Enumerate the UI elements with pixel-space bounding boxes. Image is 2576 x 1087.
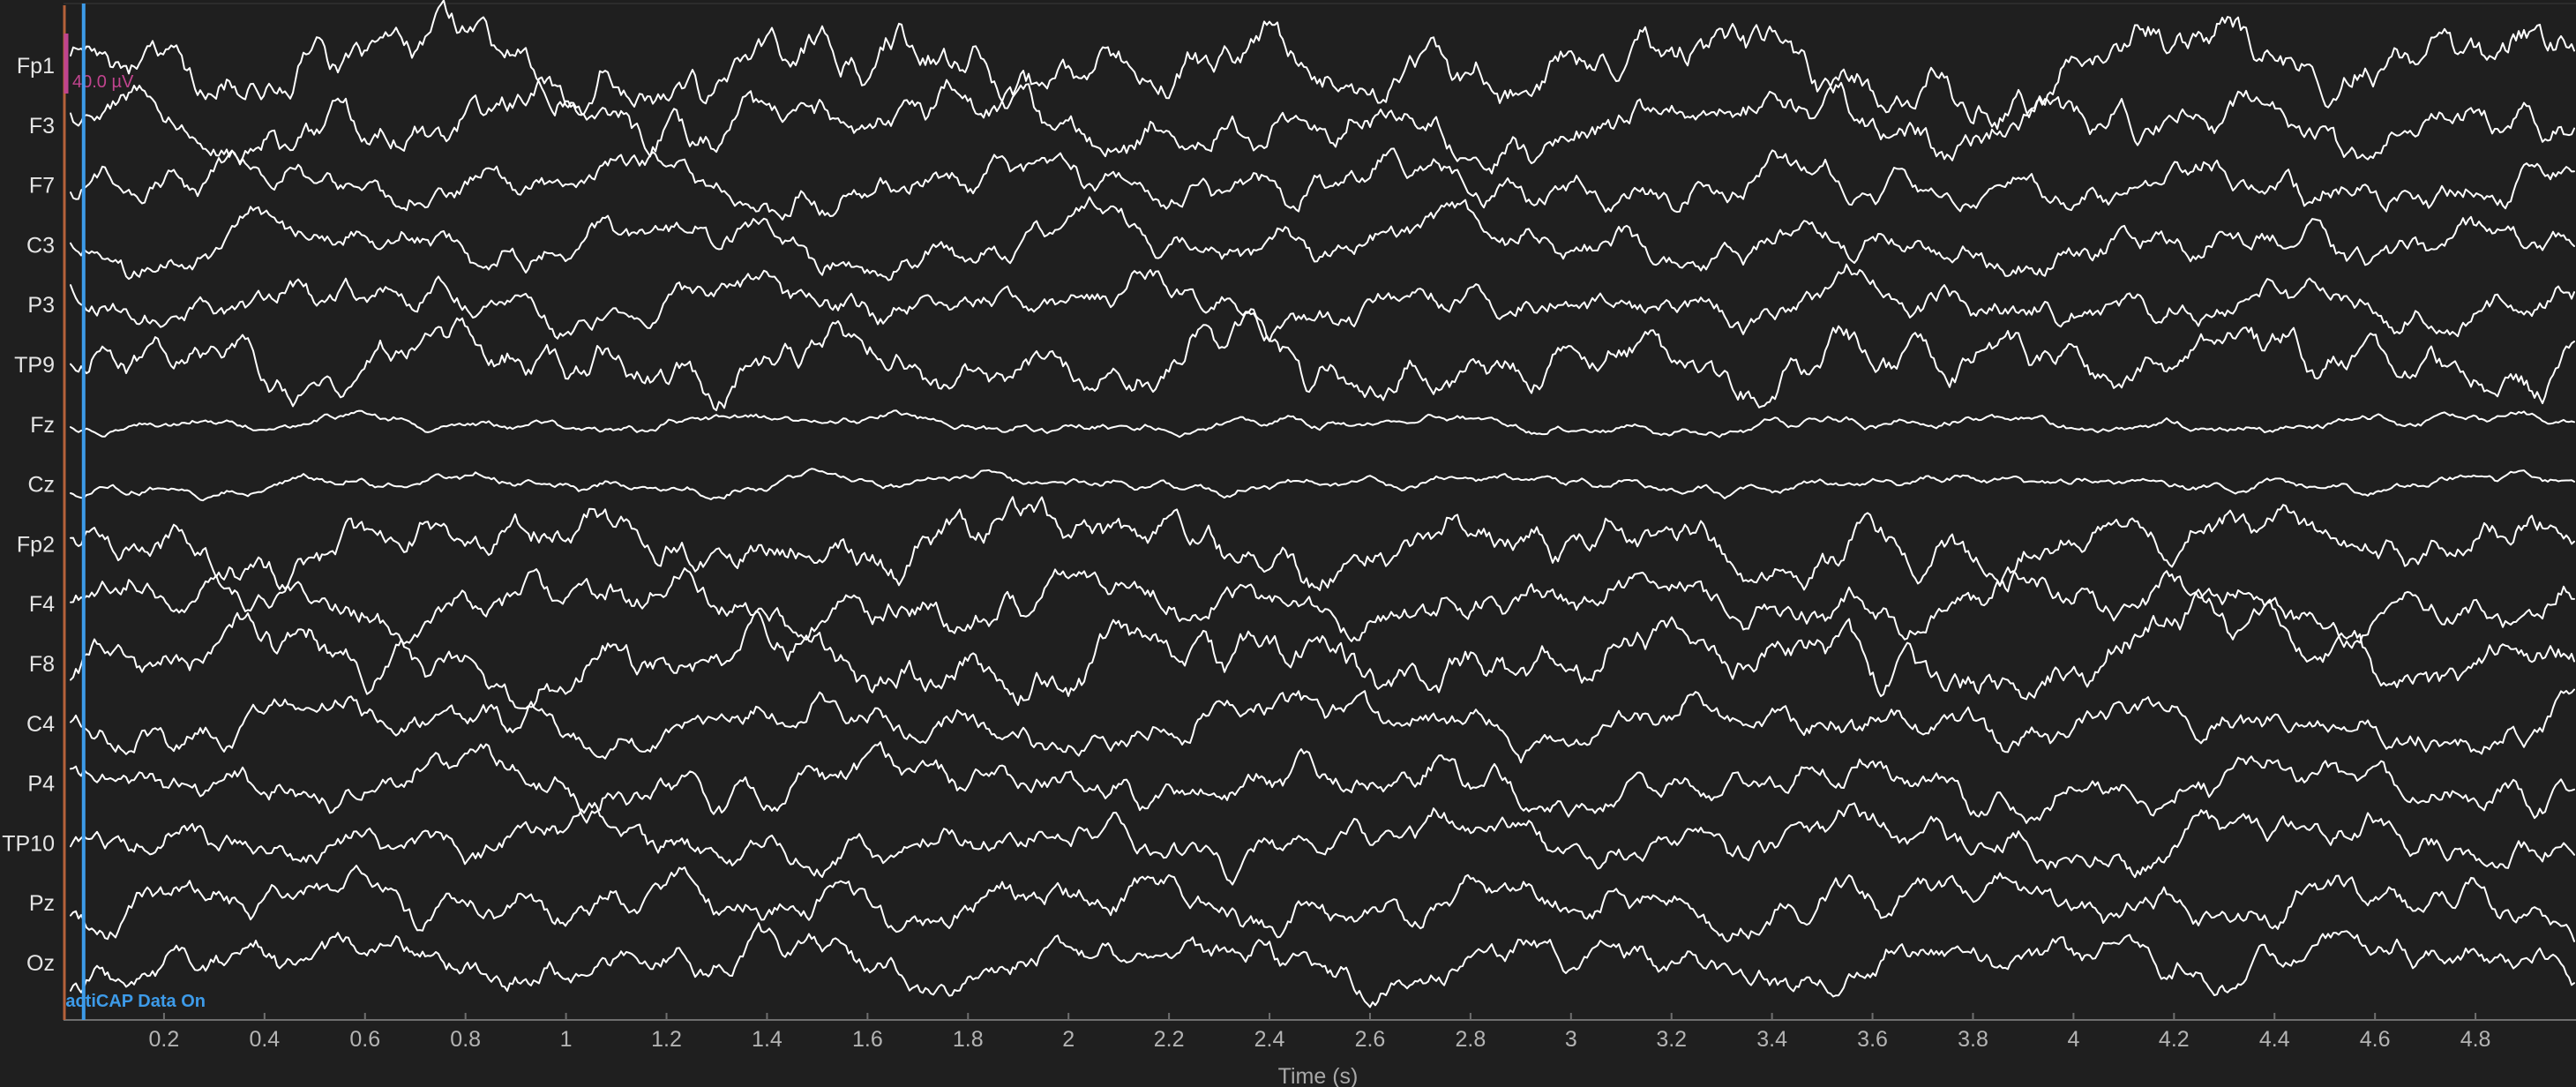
- channel-label-p4: P4: [27, 772, 55, 797]
- channel-label-f8: F8: [29, 652, 55, 677]
- x-tick-label: 2.8: [1455, 1027, 1486, 1052]
- channel-label-fz: Fz: [30, 413, 55, 438]
- x-tick-label: 0.8: [450, 1027, 481, 1052]
- x-tick-label: 4.2: [2159, 1027, 2190, 1052]
- x-tick-label: 0.6: [349, 1027, 380, 1052]
- x-tick-label: 1.2: [651, 1027, 682, 1052]
- channel-label-fp2: Fp2: [17, 532, 55, 557]
- eeg-trace-c3: [70, 196, 2575, 281]
- x-tick-label: 2.2: [1154, 1027, 1185, 1052]
- x-tick-label: 4: [2067, 1027, 2079, 1052]
- x-tick-label: 3.4: [1756, 1027, 1787, 1052]
- channel-label-p3: P3: [27, 293, 55, 318]
- x-tick-label: 3.8: [1958, 1027, 1988, 1052]
- x-tick-label: 3: [1565, 1027, 1577, 1052]
- x-tick-label: 4.4: [2259, 1027, 2290, 1052]
- x-axis-ticks: 0.2 0.4 0.6 0.8 1 1.2 1.4 1.6 1.8 2 2.2 2.4 2.6 2.8 3 3…: [149, 1013, 2491, 1052]
- eeg-trace-c4: [70, 688, 2575, 764]
- eeg-trace-fp2: [70, 496, 2575, 593]
- eeg-trace-fp1: [70, 0, 2575, 131]
- eeg-trace-f3: [70, 75, 2575, 175]
- channel-label-f4: F4: [29, 592, 55, 617]
- eeg-trace-p4: [70, 741, 2575, 824]
- eeg-trace-tp10: [70, 802, 2575, 886]
- eeg-trace-p3: [70, 263, 2575, 342]
- channel-label-cz: Cz: [27, 473, 55, 498]
- channel-label-c4: C4: [26, 712, 55, 737]
- channel-label-tp10: TP10: [2, 831, 55, 856]
- x-tick-label: 4.8: [2460, 1027, 2491, 1052]
- channel-label-c3: C3: [26, 233, 55, 258]
- eeg-trace-f8: [70, 588, 2575, 709]
- x-tick-label: 1: [560, 1027, 573, 1052]
- channel-label-f7: F7: [29, 174, 55, 199]
- x-tick-label: 2.6: [1355, 1027, 1386, 1052]
- x-tick-label: 1.4: [752, 1027, 783, 1052]
- x-tick-label: 2: [1062, 1027, 1075, 1052]
- x-tick-label: 3.2: [1656, 1027, 1687, 1052]
- channel-label-group: Fp1 F3 F7 C3 P3 TP9 Fz Cz Fp2 F4 F8 C4 P4 TP10 Pz Oz: [2, 54, 55, 976]
- x-tick-label: 1.6: [852, 1027, 883, 1052]
- x-tick-label: 1.8: [953, 1027, 984, 1052]
- eeg-trace-f7: [70, 147, 2575, 221]
- channel-label-tp9: TP9: [14, 353, 55, 378]
- x-tick-label: 4.6: [2360, 1027, 2391, 1052]
- amplitude-scale-label: 40.0 µV: [72, 72, 134, 92]
- eeg-trace-cz: [70, 468, 2575, 502]
- channel-label-oz: Oz: [26, 951, 55, 976]
- channel-label-f3: F3: [29, 114, 55, 139]
- x-tick-label: 0.2: [149, 1027, 180, 1052]
- eeg-trace-tp9: [70, 308, 2575, 411]
- annotation-label[interactable]: actiCAP Data On: [65, 992, 206, 1011]
- x-tick-label: 0.4: [249, 1027, 280, 1052]
- eeg-trace-oz: [70, 922, 2575, 1008]
- trace-group: [70, 0, 2575, 1008]
- x-axis-title: Time (s): [1278, 1064, 1359, 1087]
- x-tick-label: 2.4: [1254, 1027, 1285, 1052]
- eeg-trace-f4: [70, 566, 2575, 649]
- x-tick-label: 3.6: [1857, 1027, 1888, 1052]
- channel-label-pz: Pz: [29, 891, 55, 916]
- eeg-trace-pz: [70, 865, 2575, 943]
- channel-label-fp1: Fp1: [17, 54, 55, 79]
- eeg-trace-fz: [70, 409, 2575, 439]
